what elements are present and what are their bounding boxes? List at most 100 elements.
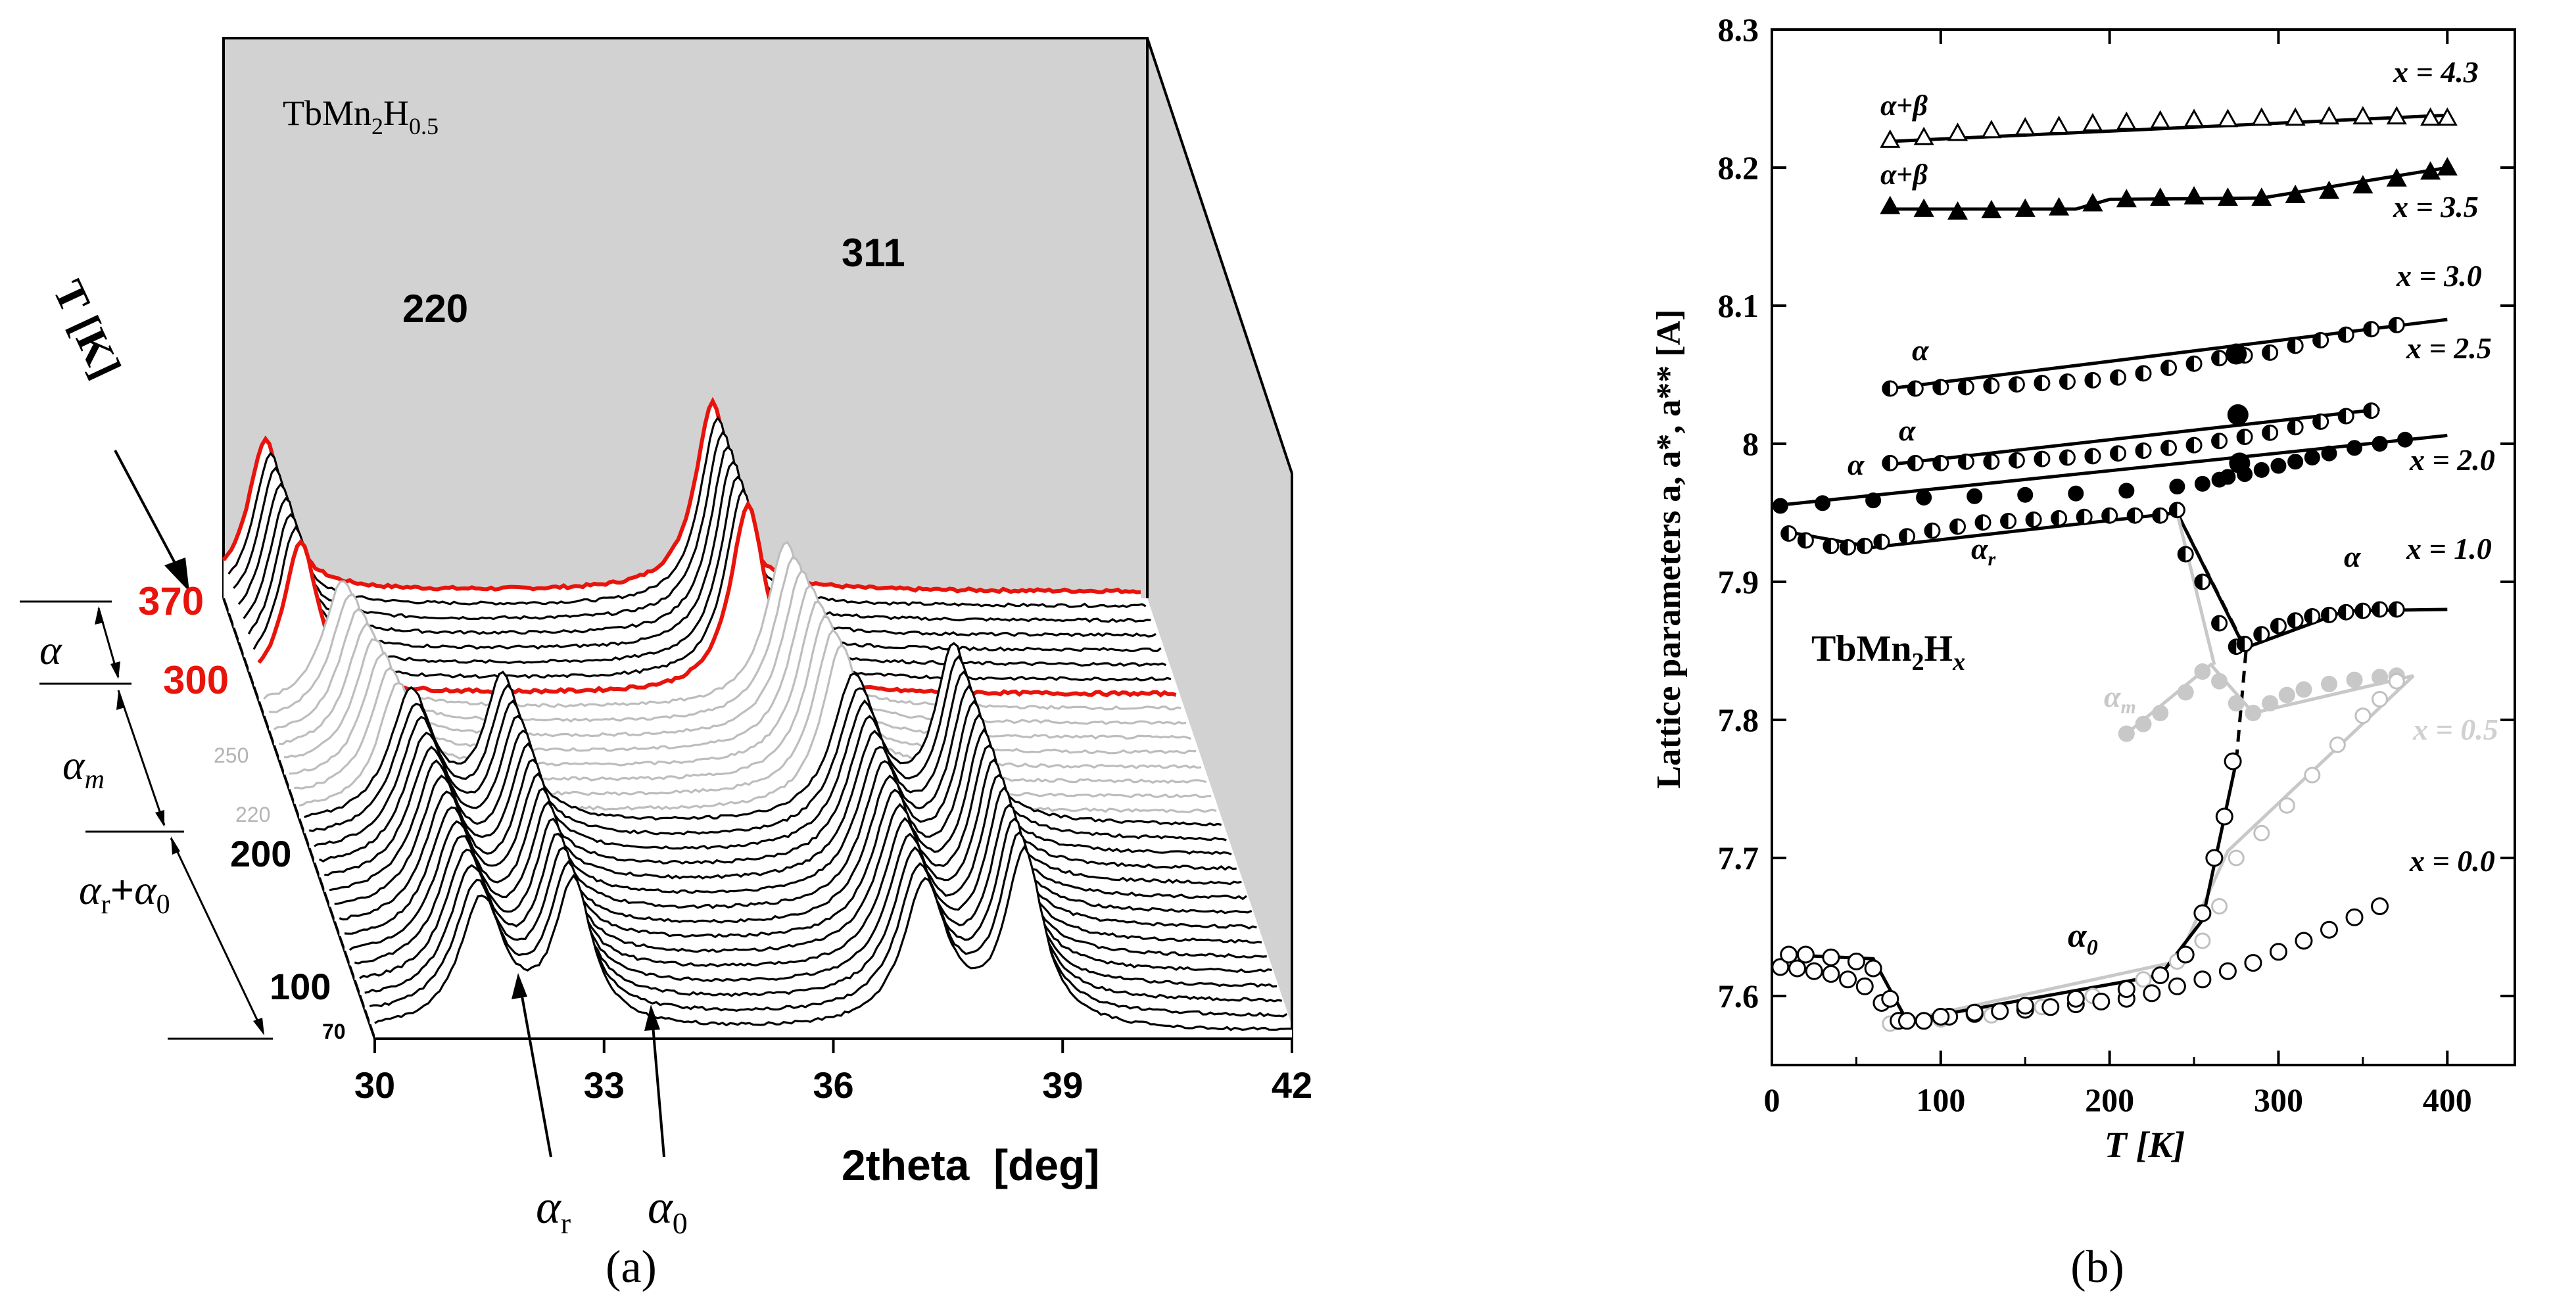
diffraction-scan xyxy=(314,670,1232,856)
fit-line xyxy=(1788,511,2448,650)
diffraction-scan xyxy=(369,830,1288,1018)
data-point-half xyxy=(2288,419,2296,435)
fit-line xyxy=(1890,318,2448,391)
data-point-half xyxy=(2170,502,2178,517)
data-point xyxy=(1839,970,1857,989)
phase-b-alpha-beta-1: α+β xyxy=(1880,89,1928,122)
diffraction-scan xyxy=(243,460,1162,653)
data-point xyxy=(2320,920,2338,939)
data-point-half xyxy=(2288,613,2296,628)
data-point-half xyxy=(1933,379,1941,394)
x-tick-label-a: 30 xyxy=(354,1064,395,1106)
data-point xyxy=(2194,663,2211,680)
data-point xyxy=(2217,187,2238,206)
diffraction-scan xyxy=(359,803,1277,988)
diffraction-scan xyxy=(233,430,1151,623)
data-point xyxy=(1981,120,2002,139)
side-wall xyxy=(1147,38,1292,1026)
data-point xyxy=(1880,129,1901,148)
caption-b: (b) xyxy=(2070,1242,2124,1293)
data-point-half xyxy=(2313,333,2321,348)
y-tick-label-b: 8.2 xyxy=(1718,149,1759,186)
diffraction-scan xyxy=(339,744,1257,930)
comp-label-4-3: x = 4.3 xyxy=(2393,55,2479,89)
x-tick-label-b: 400 xyxy=(2423,1081,2472,1118)
data-point xyxy=(2270,458,2287,474)
data-point xyxy=(2226,343,2247,365)
data-point-half xyxy=(2051,511,2059,526)
data-point xyxy=(2017,486,2034,503)
diffraction-scans xyxy=(222,396,1293,1039)
t-axis-arrowhead xyxy=(164,558,189,592)
data-point xyxy=(2118,483,2135,499)
x-tick-label-b: 100 xyxy=(1916,1081,1965,1118)
x-tick-label-b: 200 xyxy=(2085,1081,2134,1118)
data-point-half xyxy=(1976,515,1984,530)
diffraction-scan xyxy=(334,727,1252,914)
data-point xyxy=(1881,989,1899,1008)
phase-b-alpha-m: αm xyxy=(2104,680,2136,718)
data-point-half xyxy=(1908,381,1916,396)
data-point-half xyxy=(2136,366,2143,381)
y-tick-label-b: 8.3 xyxy=(1718,11,1759,48)
data-point xyxy=(2016,997,2034,1015)
data-point xyxy=(2220,469,2236,485)
panel-b-lattice-plot: 0 100 200 300 400 7.6 7.7 7.8 7.9 8 8.1 8.2 8.3 x = … xyxy=(1650,11,2516,1293)
data-point xyxy=(2245,705,2262,721)
transition-dash xyxy=(2176,511,2247,648)
plot-frame xyxy=(1771,28,2516,1066)
data-point xyxy=(2253,462,2270,478)
data-point-half xyxy=(2339,327,2347,343)
data-point-half xyxy=(2364,321,2372,337)
diffraction-scan xyxy=(324,700,1242,886)
data-point xyxy=(2049,115,2070,134)
data-point-half xyxy=(2254,627,2262,642)
data-point xyxy=(2352,175,2373,194)
data-point xyxy=(2347,440,2363,456)
data-point xyxy=(2227,404,2249,425)
data-point xyxy=(2211,898,2228,914)
data-point-half xyxy=(1959,454,1967,469)
data-point-half xyxy=(2288,338,2296,353)
data-point xyxy=(2215,807,2233,826)
data-point-half xyxy=(2111,370,2118,385)
data-point xyxy=(2015,198,2036,217)
data-point xyxy=(2068,485,2084,502)
data-point-half xyxy=(2372,602,2380,617)
data-point xyxy=(2329,736,2346,753)
data-point xyxy=(2285,184,2306,203)
diffraction-scan xyxy=(318,684,1237,871)
title-sub2: 0.5 xyxy=(409,113,439,139)
data-points xyxy=(1771,106,2458,1032)
data-point xyxy=(2092,992,2111,1010)
data-point xyxy=(1847,953,1865,970)
phase-range-arrowheads xyxy=(95,606,264,1035)
data-point xyxy=(1822,964,1840,983)
diffraction-scan xyxy=(329,713,1247,901)
data-point xyxy=(2135,971,2152,988)
fit-line xyxy=(1771,433,2448,508)
data-point xyxy=(2285,107,2306,126)
fit-line xyxy=(2125,662,2414,735)
data-point-half xyxy=(1959,379,1967,394)
data-point xyxy=(2372,669,2389,686)
data-point-half xyxy=(1882,456,1890,471)
data-point xyxy=(2116,189,2137,208)
data-point xyxy=(2269,943,2287,961)
data-point xyxy=(1915,1012,1933,1030)
data-point-half xyxy=(1874,534,1882,550)
fit-line xyxy=(1890,408,2380,466)
data-point-half xyxy=(2339,605,2347,620)
data-point-half xyxy=(2187,438,2195,453)
diffraction-scan xyxy=(247,475,1166,667)
back-wall xyxy=(224,38,1147,598)
temp-label-70: 70 xyxy=(322,1020,346,1043)
data-point xyxy=(2183,186,2205,204)
diffraction-scan xyxy=(237,445,1157,638)
data-point xyxy=(1967,488,1983,504)
t-axis-arrow xyxy=(114,450,178,566)
data-point-half xyxy=(1933,456,1941,471)
data-point xyxy=(1991,1002,2009,1020)
data-point xyxy=(2321,445,2337,462)
data-point xyxy=(2211,673,2228,690)
